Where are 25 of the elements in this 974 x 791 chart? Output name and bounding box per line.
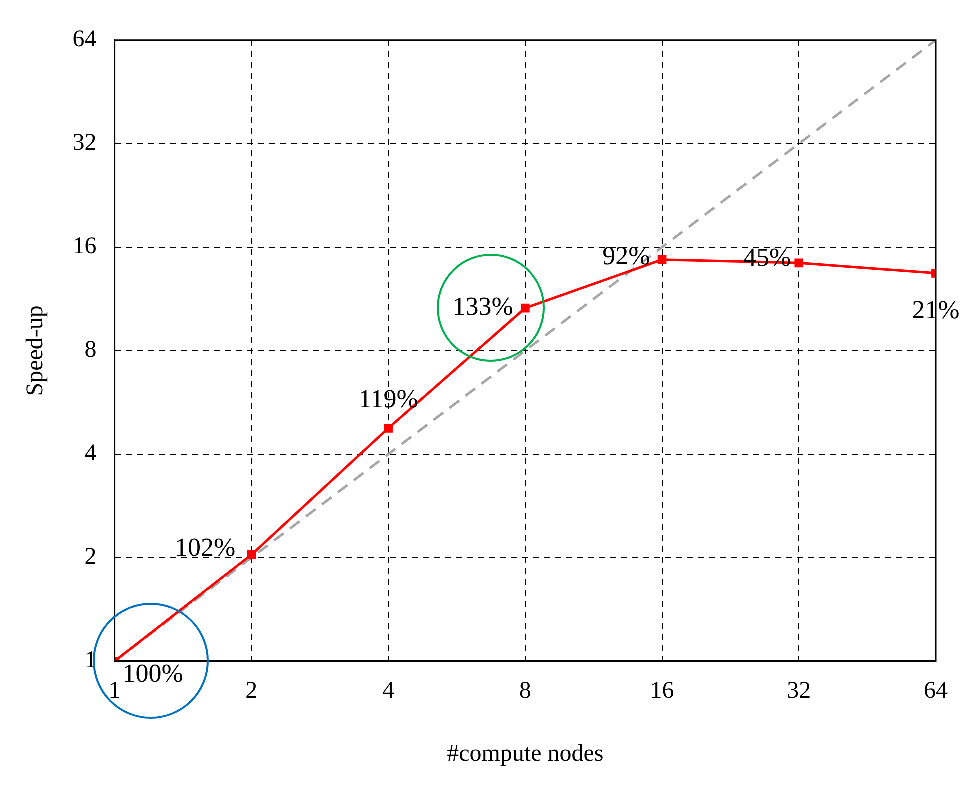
y-tick-label: 64 [72,26,97,53]
x-tick-label: 2 [246,678,258,704]
point [247,550,256,560]
point [658,255,667,264]
annotation: 92% [602,242,650,271]
annotation: 102% [174,532,236,562]
x-tick-label: 1 [108,678,121,704]
y-tick-label: 32 [72,130,97,156]
y-axis-title: Speed-up [22,306,49,396]
y-tick-label: 4 [84,440,97,467]
y-tick-label: 2 [84,544,97,570]
annotation: 133% [452,292,514,322]
x-tick-label: 4 [382,678,395,704]
x-tick-label: 64 [924,678,948,704]
x-tick-label: 32 [787,678,812,704]
annotation: 119% [358,384,418,414]
point [384,424,393,433]
y-tick-label: 8 [84,337,97,364]
point [520,304,530,313]
annotation: 100% [122,659,184,688]
y-tick-label: 16 [72,234,97,260]
x-tick-label: 8 [519,678,532,704]
point [794,258,804,268]
x-tick-label: 16 [650,678,674,704]
x-axis-title: #compute nodes [447,740,604,767]
